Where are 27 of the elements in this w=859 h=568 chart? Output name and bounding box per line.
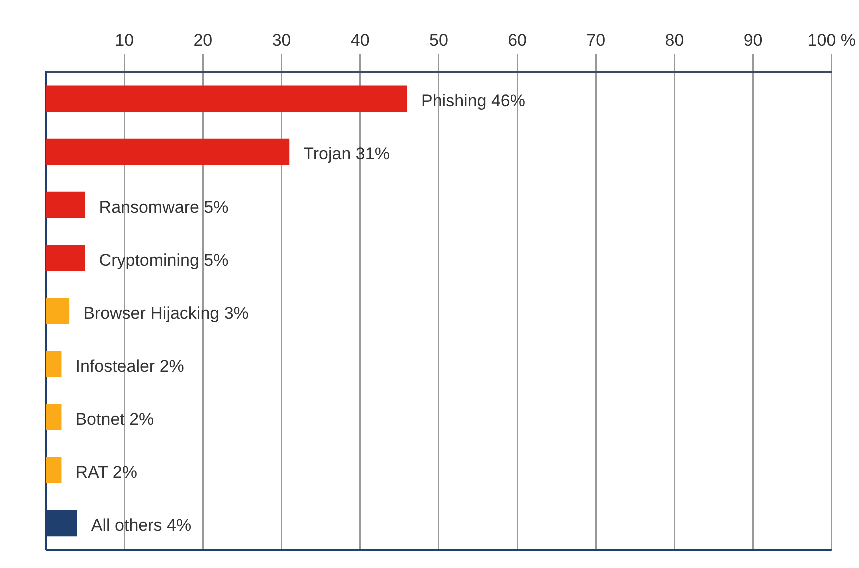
bar <box>46 86 408 112</box>
bar <box>46 404 62 430</box>
category-label: Phishing 46% <box>422 92 526 111</box>
bar <box>46 351 62 378</box>
category-label: Botnet 2% <box>76 410 154 430</box>
x-tick-label: 60 <box>508 30 527 50</box>
category-label: Trojan 31% <box>304 144 390 164</box>
x-tick-label: 90 <box>744 30 763 50</box>
x-tick-label: 20 <box>194 30 213 50</box>
x-tick-label: 80 <box>665 30 684 50</box>
x-tick-label: 40 <box>350 30 370 50</box>
x-tick-label: 70 <box>586 30 606 50</box>
category-label: Ransomware 5% <box>99 198 229 217</box>
bar <box>46 192 86 218</box>
x-tick-label: 10 <box>115 30 134 50</box>
bar <box>46 138 290 166</box>
x-tick-label: 30 <box>272 30 292 50</box>
category-label: Cryptomining 5% <box>99 250 229 270</box>
x-tick-label: 50 <box>429 30 448 50</box>
bar <box>46 457 62 484</box>
category-label: Infostealer 2% <box>76 356 184 376</box>
category-label: RAT 2% <box>76 463 138 482</box>
category-label: All others 4% <box>91 516 192 536</box>
x-tick-label: 100 % <box>808 30 856 50</box>
category-label: Browser Hijacking 3% <box>84 304 249 323</box>
bar <box>46 298 70 324</box>
bar <box>46 244 86 272</box>
